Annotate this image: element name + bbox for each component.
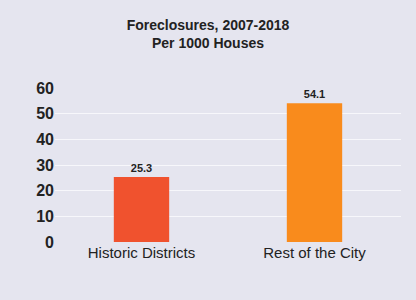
svg-text:20: 20 [36,182,54,199]
svg-text:10: 10 [36,208,54,225]
svg-text:Historic Districts: Historic Districts [88,244,196,261]
svg-text:30: 30 [36,157,54,174]
svg-text:60: 60 [36,80,54,97]
svg-text:Rest of the City: Rest of the City [263,244,366,261]
svg-text:54.1: 54.1 [304,88,325,100]
svg-text:0: 0 [45,234,54,251]
svg-text:50: 50 [36,105,54,122]
svg-text:Foreclosures, 2007-2018Per 100: Foreclosures, 2007-2018Per 1000 Houses [127,17,290,51]
svg-text:25.3: 25.3 [131,162,152,174]
svg-text:40: 40 [36,131,54,148]
